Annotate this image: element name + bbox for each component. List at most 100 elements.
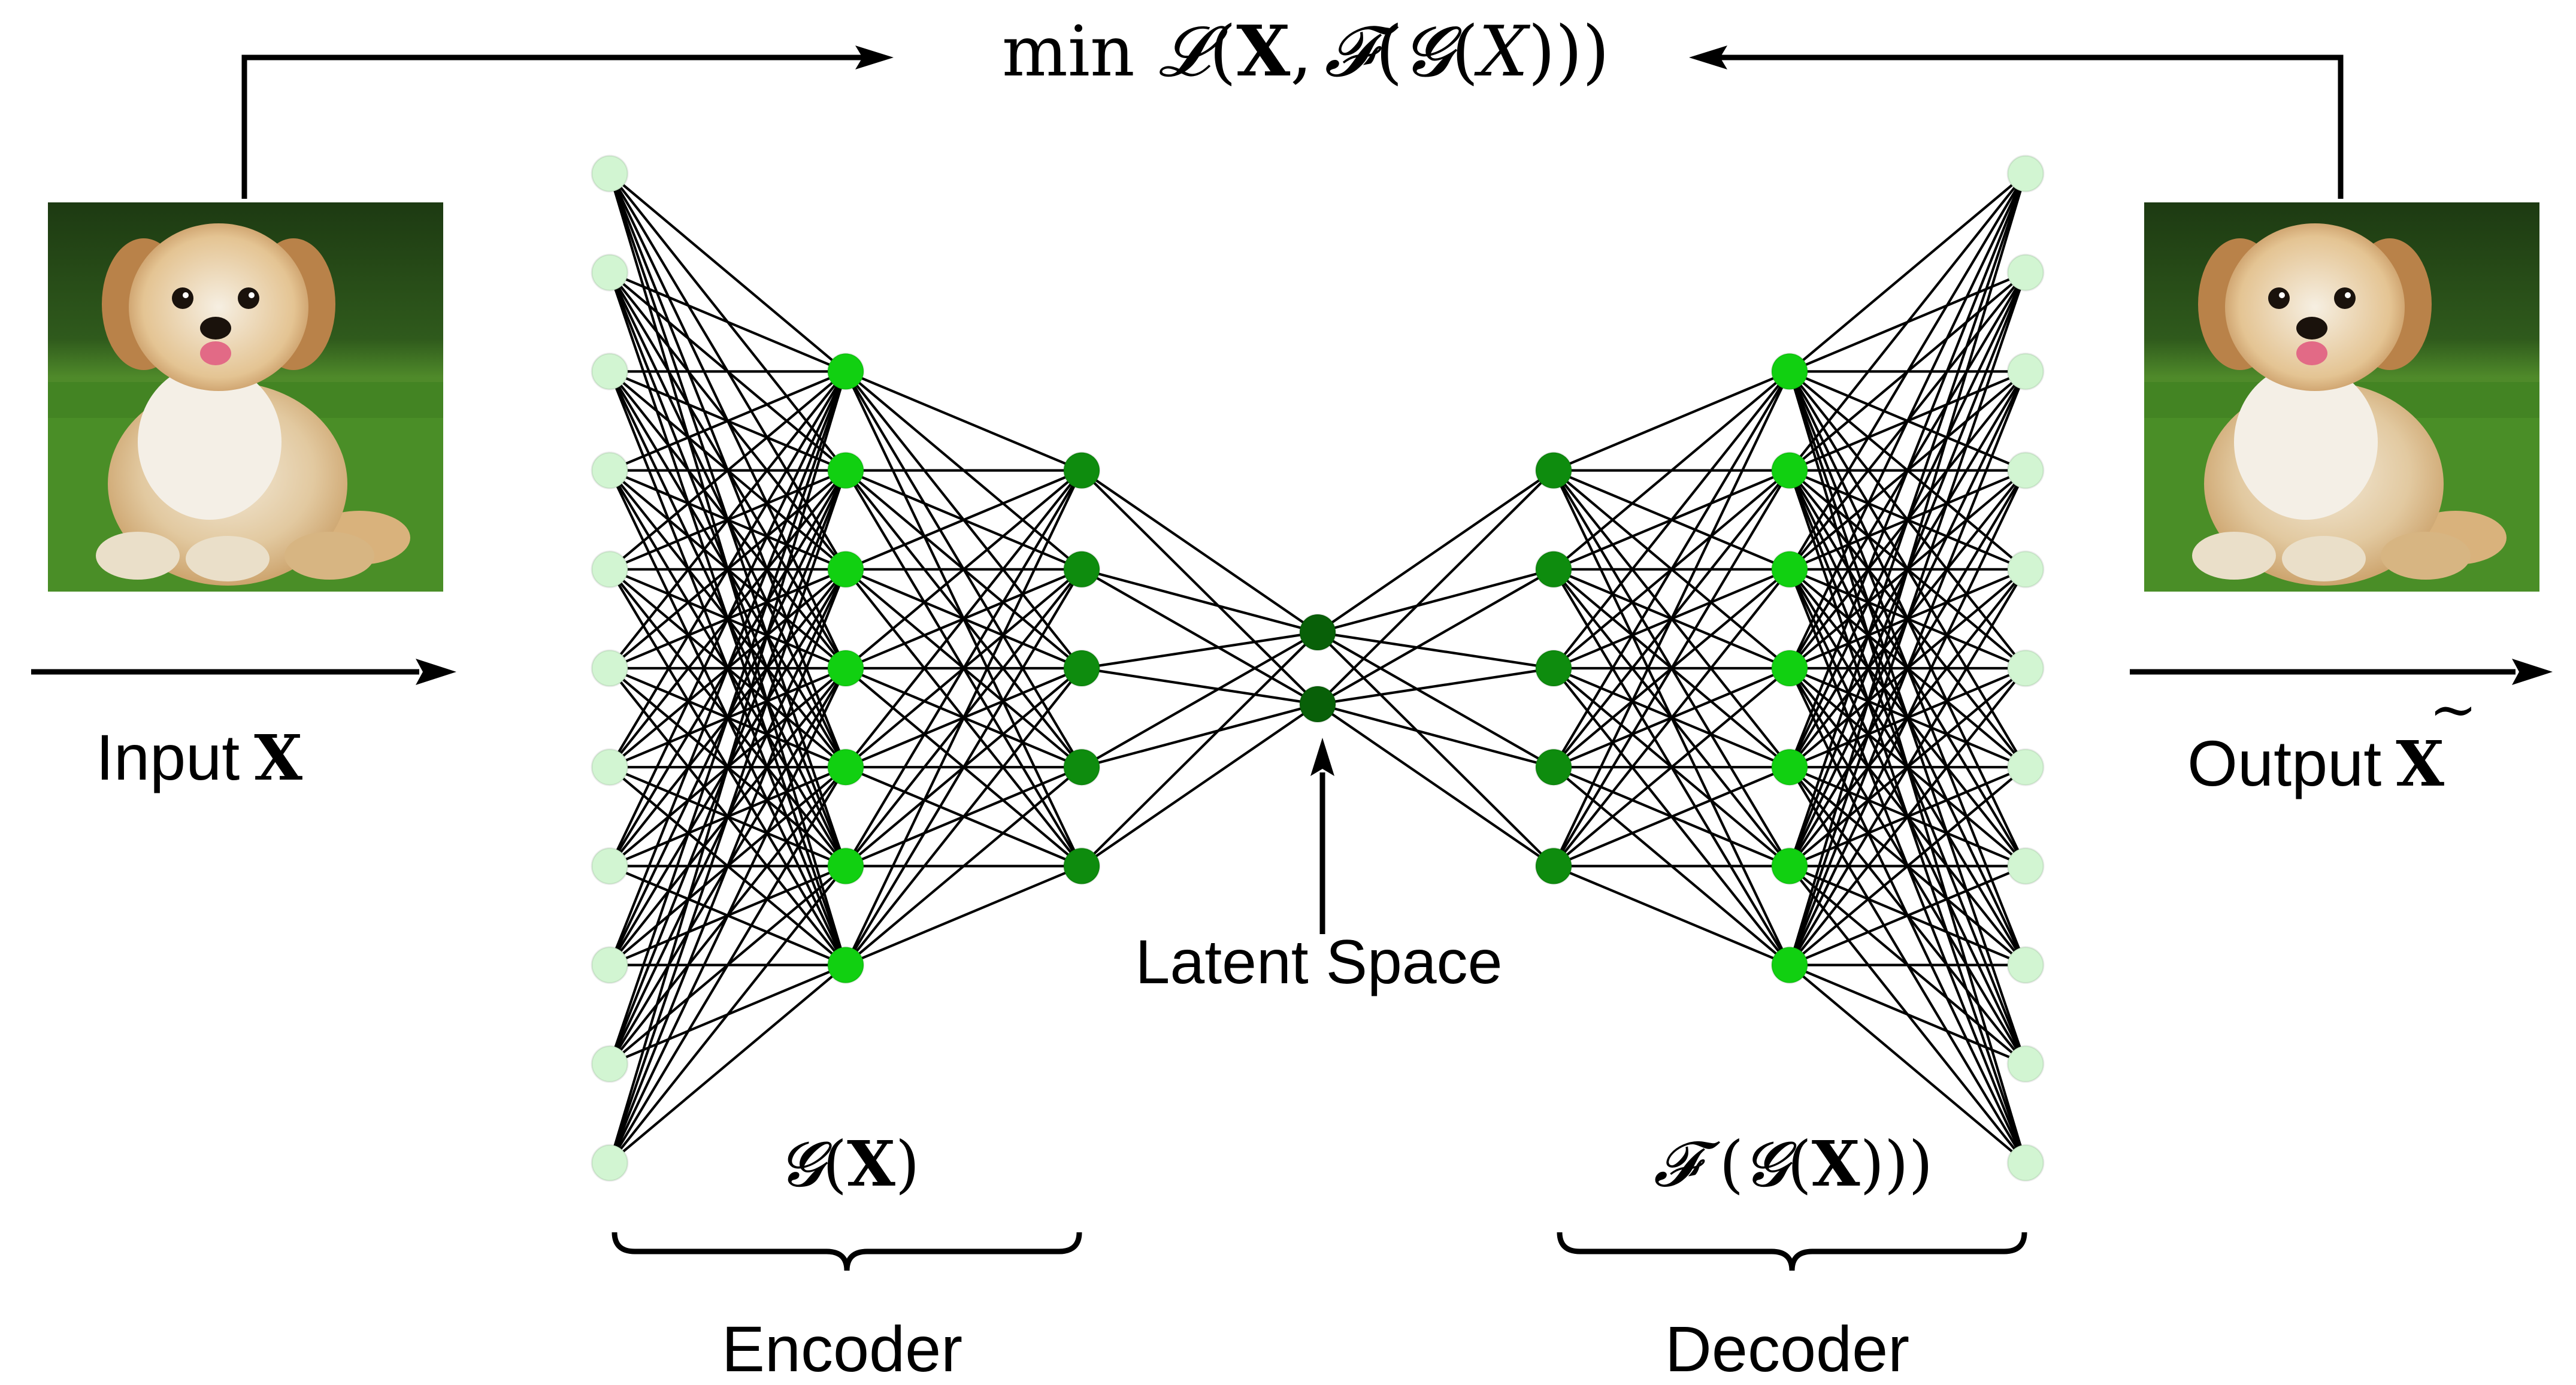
connection-edge [1788, 568, 2027, 966]
connection-edge [609, 469, 847, 1163]
decoder-label: Decoder [1665, 1313, 1909, 1385]
connection-edge [1081, 631, 1318, 670]
neuron-node-layer-5 [1534, 748, 1573, 786]
connection-edge [844, 469, 1083, 966]
connection-edge [1316, 703, 1555, 868]
neuron-node-layer-6 [1770, 748, 1809, 786]
connection-edge [1081, 568, 1318, 634]
connection-edge [844, 469, 1083, 867]
neuron-node-layer-6 [1770, 847, 1809, 885]
neuron-node-layer-3 [1063, 748, 1101, 786]
connection-edge [1789, 963, 2026, 1065]
neuron-node-layer-7 [2006, 748, 2045, 786]
neuron-node-layer-2 [827, 352, 865, 390]
connection-edge [1553, 766, 1790, 868]
connection-edge [1788, 173, 2027, 768]
connection-edge [1552, 568, 1791, 867]
connection-edge [1080, 631, 1319, 867]
neuron-node-layer-3 [1063, 649, 1101, 687]
connection-edge [1080, 631, 1319, 769]
connection-edge [1552, 667, 1791, 868]
decoder-brace [1557, 1232, 2027, 1271]
neuron-node-layer-7 [2006, 154, 2045, 193]
connection-edge [1316, 631, 1555, 867]
connection-edge [1080, 469, 1319, 705]
neuron-node-layer-6 [1770, 352, 1809, 390]
connection-edge [1316, 469, 1555, 705]
output-flow-arrow [2130, 659, 2553, 685]
input-label: Input X [96, 721, 302, 795]
neuron-node-layer-7 [2006, 352, 2045, 390]
neuron-node-layer-1 [591, 451, 629, 490]
connection-edge [609, 172, 847, 373]
encoder-brace [612, 1232, 1082, 1271]
neuron-node-layer-7 [2006, 1144, 2045, 1182]
connection-edge [609, 371, 847, 966]
neuron-node-layer-3 [1063, 550, 1101, 589]
input-image [48, 202, 443, 592]
connection-edge [1788, 272, 2027, 966]
connection-edge [1788, 371, 2027, 966]
neuron-node-layer-6 [1770, 451, 1809, 490]
connection-edge [1552, 371, 1791, 669]
output-label: Output X [2187, 727, 2444, 801]
connection-edge [844, 766, 1083, 966]
neuron-node-layer-3 [1063, 847, 1101, 885]
connection-edge [609, 371, 847, 867]
input-flow-arrow [31, 659, 456, 685]
connection-edge [1788, 172, 2027, 570]
connection-edge [1317, 702, 1554, 769]
connection-edge [609, 271, 846, 373]
neuron-node-layer-7 [2006, 451, 2045, 490]
connection-edge [845, 370, 1082, 472]
neuron-node-layer-1 [591, 1144, 629, 1182]
connection-edge [609, 371, 847, 669]
connection-edge [1789, 865, 2026, 966]
neuron-node-layer-3 [1063, 451, 1101, 490]
network-nodes [591, 154, 2045, 1182]
connection-edge [1788, 766, 2027, 966]
output-tilde: ~ [2429, 676, 2477, 743]
neuron-node-layer-7 [2006, 253, 2045, 292]
connection-edge [1788, 172, 2027, 373]
connection-edge [1552, 469, 1791, 867]
connection-edge [609, 668, 847, 1163]
connection-edge [609, 569, 847, 1163]
connection-edge [609, 865, 847, 1164]
connection-edge [609, 371, 847, 768]
connection-edge [1788, 667, 2027, 966]
neuron-node-layer-2 [827, 748, 865, 786]
neuron-node-layer-1 [591, 946, 629, 984]
connection-edge [1552, 370, 1791, 571]
loss-formula: min 𝓛(X, 𝓕(𝓖(X))) [1002, 11, 1609, 92]
connection-edge [844, 667, 1083, 966]
connection-edge [845, 865, 1082, 966]
connection-edge [1316, 568, 1555, 705]
connection-edge [609, 371, 847, 1065]
connection-edge [1788, 173, 2027, 966]
neuron-node-layer-2 [827, 550, 865, 589]
connection-edge [844, 568, 1083, 966]
connection-edge [609, 963, 847, 1164]
neuron-node-layer-6 [1770, 649, 1809, 687]
neuron-node-layer-1 [591, 154, 629, 193]
connection-edge [608, 371, 847, 1163]
connection-edge [609, 370, 847, 571]
neuron-node-layer-7 [2006, 649, 2045, 687]
connection-edge [1788, 963, 2027, 1164]
neuron-node-layer-1 [591, 748, 629, 786]
neuron-node-layer-1 [591, 550, 629, 589]
latent-space-arrow [1310, 738, 1334, 934]
neuron-node-layer-5 [1534, 649, 1573, 687]
connection-edge [1316, 469, 1555, 634]
connection-edge [1317, 666, 1554, 706]
connection-edge [1788, 173, 2027, 867]
neuron-node-layer-1 [591, 649, 629, 687]
encoder-label: Encoder [722, 1313, 962, 1385]
neuron-node-layer-4 [1298, 685, 1337, 723]
connection-edge [1552, 371, 1791, 867]
connection-edge [845, 469, 1082, 571]
connection-edge [1317, 631, 1554, 670]
neuron-node-layer-5 [1534, 847, 1573, 885]
